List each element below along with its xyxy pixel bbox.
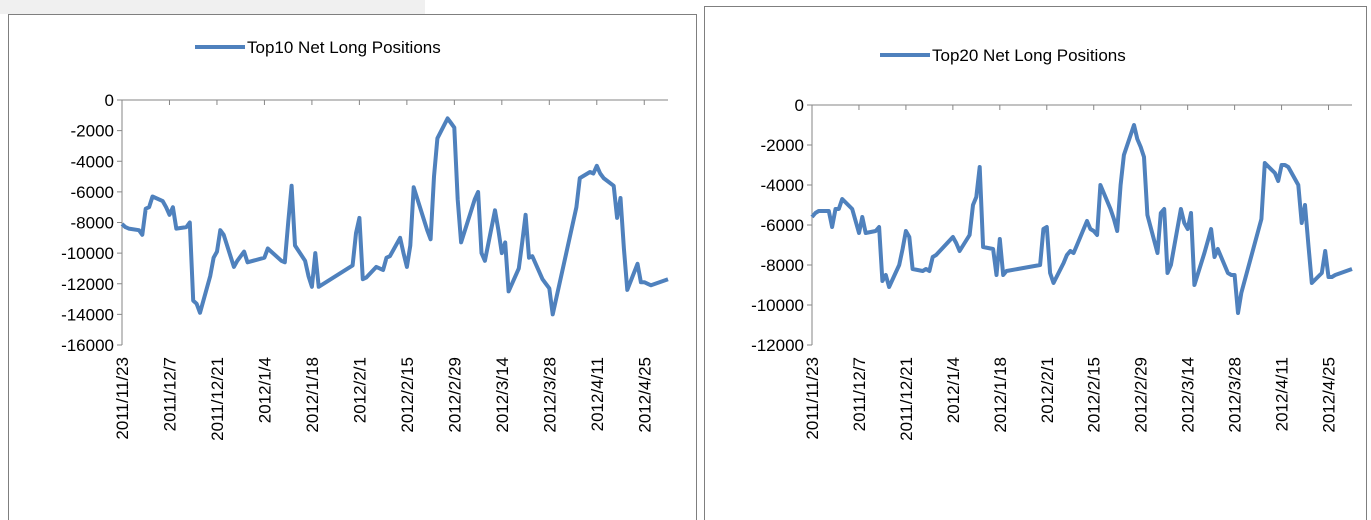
x-tick-label: 2012/2/29 [445, 357, 464, 433]
y-tick-label: -2000 [71, 122, 114, 141]
x-tick-label: 2012/1/18 [303, 357, 322, 433]
series-line [120, 116, 669, 317]
x-tick-label: 2012/4/11 [1273, 357, 1292, 431]
legend-label: Top20 Net Long Positions [932, 46, 1126, 65]
y-tick-label: -6000 [71, 183, 114, 202]
x-tick-label: 2012/2/29 [1132, 357, 1151, 433]
y-tick-label: -10000 [61, 244, 114, 263]
x-tick-label: 2011/12/7 [850, 357, 869, 431]
x-tick-label: 2012/2/15 [398, 357, 417, 433]
y-tick-label: 0 [105, 91, 114, 110]
y-tick-label: -16000 [61, 336, 114, 355]
x-tick-label: 2012/3/14 [493, 357, 512, 433]
x-tick-label: 2012/1/4 [944, 357, 963, 423]
x-tick-label: 2012/4/25 [635, 357, 654, 433]
x-tick-label: 2011/12/7 [160, 357, 179, 431]
x-tick-label: 2011/12/21 [897, 357, 916, 441]
y-tick-label: -8000 [71, 214, 114, 233]
y-tick-label: -12000 [61, 275, 114, 294]
x-tick-label: 2011/12/21 [208, 357, 227, 441]
x-tick-label: 2012/2/15 [1085, 357, 1104, 433]
y-tick-label: -4000 [71, 152, 114, 171]
x-tick-label: 2012/3/28 [540, 357, 559, 433]
x-tick-label: 2012/4/11 [588, 357, 607, 431]
x-tick-label: 2012/2/1 [1038, 357, 1057, 423]
x-tick-label: 2011/11/23 [803, 357, 822, 440]
left-panel-border [8, 14, 697, 520]
y-tick-label: -10000 [751, 296, 804, 315]
y-tick-label: -8000 [761, 256, 804, 275]
x-tick-label: 2012/1/4 [255, 357, 274, 423]
x-tick-label: 2012/3/14 [1179, 357, 1198, 433]
y-tick-label: -6000 [761, 216, 804, 235]
legend-label: Top10 Net Long Positions [247, 38, 441, 57]
y-tick-label: -14000 [61, 305, 114, 324]
x-tick-label: 2011/11/23 [113, 357, 132, 440]
y-tick-label: -2000 [761, 136, 804, 155]
top-strip [0, 0, 425, 14]
x-tick-label: 2012/1/18 [991, 357, 1010, 433]
y-tick-label: -12000 [751, 336, 804, 355]
x-tick-label: 2012/2/1 [350, 357, 369, 423]
right-panel-border [704, 6, 1367, 520]
x-tick-label: 2012/3/28 [1226, 357, 1245, 433]
y-tick-label: 0 [795, 96, 804, 115]
series-line [810, 123, 1353, 315]
y-tick-label: -4000 [761, 176, 804, 195]
x-tick-label: 2012/4/25 [1320, 357, 1339, 433]
